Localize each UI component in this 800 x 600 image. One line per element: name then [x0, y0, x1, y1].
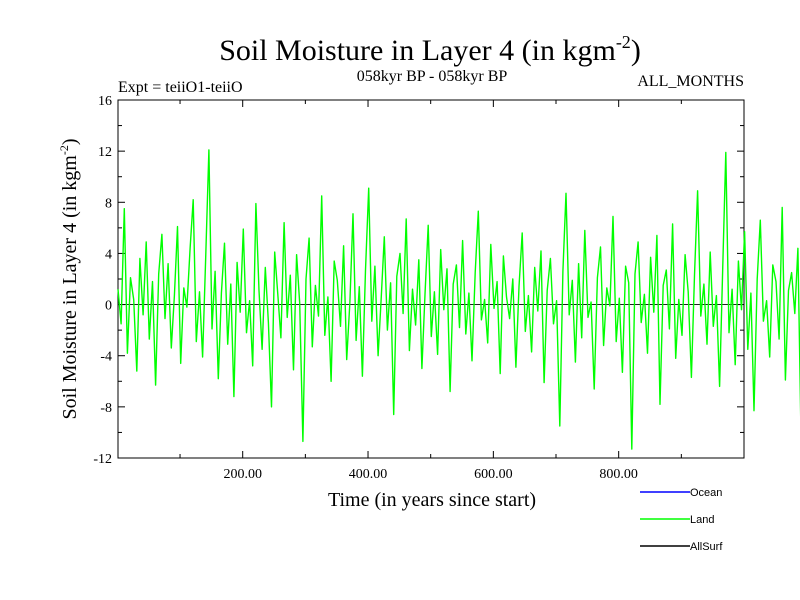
x-tick-label: 400.00 [349, 467, 388, 482]
y-axis-label-superscript: -2 [57, 145, 71, 155]
chart-title-close: ) [631, 34, 641, 67]
legend: Ocean Land AllSurf [640, 487, 723, 553]
y-tick-label: 4 [105, 247, 112, 262]
y-axis-label-text: Soil Moisture in Layer 4 (in kgm [59, 155, 81, 420]
chart-title: Soil Moisture in Layer 4 (in kgm-2) [219, 32, 641, 67]
x-tick-label: 600.00 [474, 467, 513, 482]
x-axis: 200.00 400.00 600.00 800.00 [179, 100, 682, 482]
chart-title-superscript: -2 [616, 32, 631, 52]
y-tick-label: 16 [98, 94, 112, 109]
x-tick-label: 200.00 [223, 467, 262, 482]
chart-title-text: Soil Moisture in Layer 4 (in kgm [219, 34, 616, 67]
legend-label-ocean: Ocean [690, 487, 722, 499]
y-tick-label: 8 [105, 196, 112, 211]
x-tick-label: 800.00 [599, 467, 638, 482]
legend-label-allsurf: AllSurf [690, 541, 723, 553]
y-axis: -12 -8 -4 0 4 8 12 16 [93, 94, 744, 467]
x-axis-label: Time (in years since start) [328, 489, 536, 511]
land-series-line [117, 149, 800, 450]
expt-label: Expt = teiiO1-teiiO [118, 79, 243, 96]
period-label: 058kyr BP - 058kyr BP [357, 68, 508, 85]
legend-label-land: Land [690, 514, 714, 526]
y-tick-label: -8 [100, 401, 112, 416]
y-tick-label: -4 [100, 350, 112, 365]
y-tick-label: 0 [105, 299, 112, 314]
y-axis-label: Soil Moisture in Layer 4 (in kgm-2) [57, 138, 81, 419]
months-label: ALL_MONTHS [637, 73, 744, 90]
y-tick-label: -12 [93, 452, 112, 467]
y-tick-label: 12 [98, 145, 112, 160]
y-axis-label-close: ) [59, 138, 81, 145]
